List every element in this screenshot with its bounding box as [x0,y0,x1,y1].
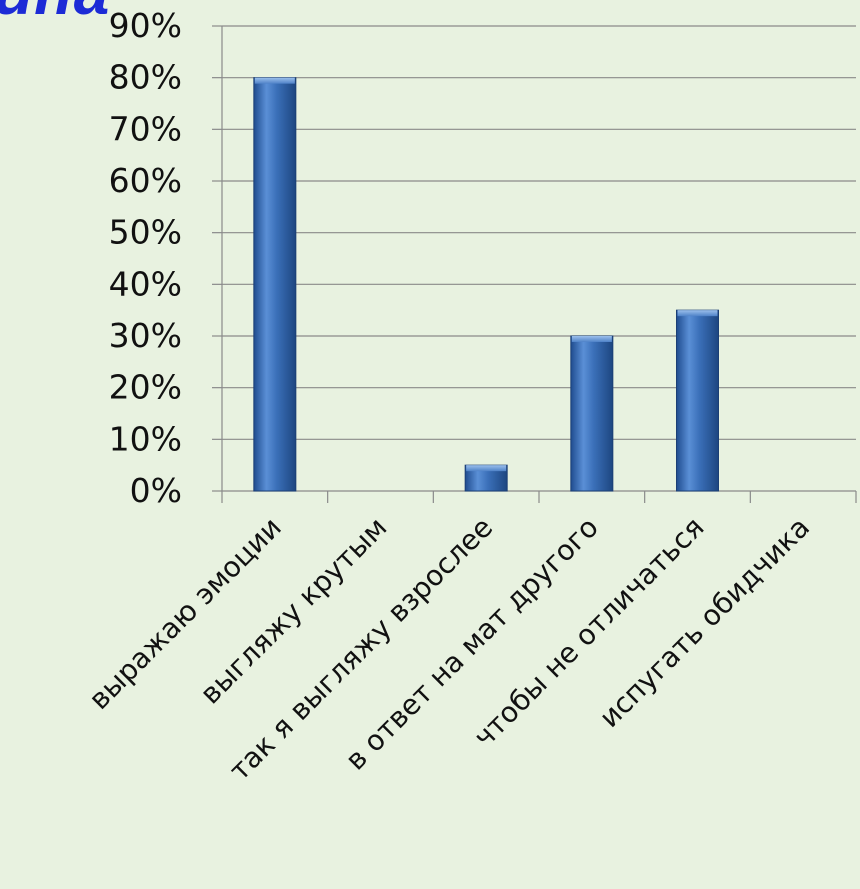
y-tick-label: 70% [109,109,182,148]
x-tick-label: испугать обидчика [593,511,816,734]
bars [253,77,719,492]
y-tick-label: 50% [109,213,182,252]
x-tick-label: выгляжу крутым [194,511,394,711]
axes [212,25,857,503]
gridlines [222,25,856,440]
y-tick-label: 30% [109,316,182,355]
bar [464,464,508,492]
bar [253,77,297,492]
y-tick-label: 40% [109,264,182,303]
y-tick-label: 80% [109,58,182,97]
y-tick-label: 0% [130,471,182,510]
y-tick-label: 20% [109,368,182,407]
y-tick-label: 10% [109,419,182,458]
bar [570,335,614,492]
y-tick-label: 60% [109,161,182,200]
partial-title-text: ина [0,0,110,24]
bar [676,309,719,492]
x-tick-label: выражаю эмоции [82,511,287,716]
y-tick-labels: 0% 10% 20% 30% 40% 50% 60% 70% 80% 90% [109,6,182,510]
y-tick-label: 90% [109,6,182,45]
